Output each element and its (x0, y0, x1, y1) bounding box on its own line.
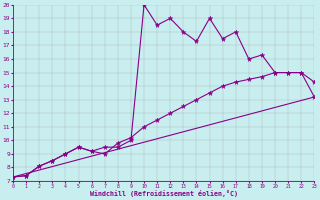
X-axis label: Windchill (Refroidissement éolien,°C): Windchill (Refroidissement éolien,°C) (90, 190, 238, 197)
